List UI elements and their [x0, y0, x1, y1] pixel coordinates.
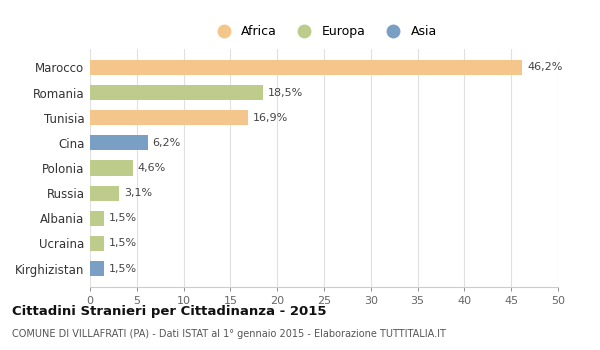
- Bar: [90, 186, 119, 201]
- Text: 46,2%: 46,2%: [527, 62, 562, 72]
- Bar: [90, 261, 104, 276]
- Bar: [90, 60, 523, 75]
- Bar: [90, 160, 133, 176]
- Bar: [90, 236, 104, 251]
- Text: Cittadini Stranieri per Cittadinanza - 2015: Cittadini Stranieri per Cittadinanza - 2…: [12, 304, 326, 317]
- Bar: [90, 85, 263, 100]
- Text: COMUNE DI VILLAFRATI (PA) - Dati ISTAT al 1° gennaio 2015 - Elaborazione TUTTITA: COMUNE DI VILLAFRATI (PA) - Dati ISTAT a…: [12, 329, 446, 339]
- Text: 4,6%: 4,6%: [138, 163, 166, 173]
- Legend: Africa, Europa, Asia: Africa, Europa, Asia: [211, 25, 437, 38]
- Text: 16,9%: 16,9%: [253, 113, 288, 123]
- Text: 1,5%: 1,5%: [109, 264, 137, 274]
- Text: 6,2%: 6,2%: [153, 138, 181, 148]
- Bar: [90, 110, 248, 125]
- Bar: [90, 211, 104, 226]
- Text: 18,5%: 18,5%: [268, 88, 303, 98]
- Text: 3,1%: 3,1%: [124, 188, 152, 198]
- Text: 1,5%: 1,5%: [109, 213, 137, 223]
- Text: 1,5%: 1,5%: [109, 238, 137, 248]
- Bar: [90, 135, 148, 150]
